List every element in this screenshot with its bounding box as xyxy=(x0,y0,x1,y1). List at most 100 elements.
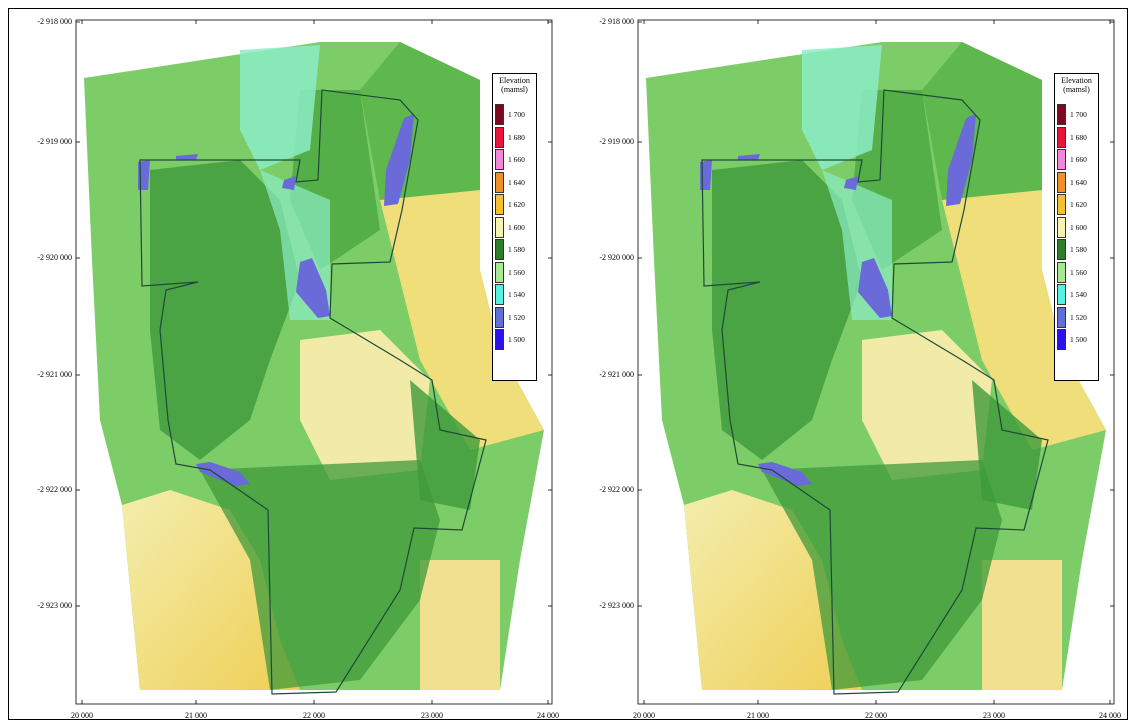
pit-water-5 xyxy=(176,154,198,160)
terrain-channel-east xyxy=(410,380,480,510)
y-tick-label: -2 918 000 xyxy=(599,17,634,26)
legend-swatch xyxy=(1057,239,1066,260)
legend-swatch xyxy=(1057,171,1066,193)
legend-swatch xyxy=(495,171,504,193)
legend-item: 1 620 xyxy=(1057,194,1099,216)
legend-item: 1 680 xyxy=(495,126,537,149)
x-tick-label: 20 000 xyxy=(71,711,93,720)
y-tick-label: -2 923 000 xyxy=(37,601,72,610)
legend-swatch xyxy=(495,194,504,215)
x-tick-label: 21 000 xyxy=(185,711,207,720)
legend-swatch xyxy=(495,149,504,170)
legend-swatch xyxy=(495,261,504,283)
y-tick-label: -2 923 000 xyxy=(599,601,634,610)
legend-item: 1 620 xyxy=(495,194,537,216)
legend-label: 1 500 xyxy=(508,335,525,344)
terrain-highland-se xyxy=(982,560,1062,690)
legend-label: 1 580 xyxy=(508,245,525,254)
legend-swatch xyxy=(1057,284,1066,305)
y-tick-label: -2 922 000 xyxy=(37,485,72,494)
legend-swatch xyxy=(495,126,504,148)
terrain-channel-west xyxy=(150,160,300,460)
x-tick-label: 22 000 xyxy=(865,711,887,720)
legend-label: 1 660 xyxy=(1070,155,1087,164)
mine-boundary xyxy=(139,89,487,695)
x-tick-label: 23 000 xyxy=(421,711,443,720)
legend-title: Elevation (mamsl) xyxy=(493,76,536,94)
legend-label: 1 500 xyxy=(1070,335,1087,344)
legend-item: 1 600 xyxy=(1057,216,1099,239)
legend-label: 1 520 xyxy=(508,312,525,322)
legend-swatch xyxy=(1057,261,1066,283)
legend-swatch xyxy=(1057,216,1066,238)
legend-label: 1 620 xyxy=(1070,200,1087,209)
pit-water-6 xyxy=(844,176,858,190)
legend-item: 1 700 xyxy=(495,104,537,126)
pit-water-3 xyxy=(196,462,250,486)
legend-swatch xyxy=(495,216,504,238)
legend-item: 1 540 xyxy=(1057,284,1099,306)
y-tick-label: -2 919 000 xyxy=(37,137,72,146)
legend-item: 1 640 xyxy=(1057,171,1099,194)
elevation-legend: Elevation (mamsl) 1 700 1 680 1 660 1 640 1 62… xyxy=(1054,73,1099,381)
legend-label: 1 700 xyxy=(508,110,525,119)
legend-item: 1 580 xyxy=(1057,239,1099,261)
legend-item: 1 660 xyxy=(495,149,537,171)
legend-label: 1 620 xyxy=(508,200,525,209)
x-tick-label: 22 000 xyxy=(303,711,325,720)
legend-item: 1 540 xyxy=(495,284,537,306)
legend-item: 1 640 xyxy=(495,171,537,194)
legend-swatch xyxy=(495,284,504,305)
x-tick-label: 23 000 xyxy=(983,711,1005,720)
terrain-channel-east xyxy=(972,380,1042,510)
legend-label: 1 660 xyxy=(508,155,525,164)
pit-water-2 xyxy=(858,258,892,318)
pit-water-4 xyxy=(138,160,150,190)
mine-boundary xyxy=(701,89,1049,695)
x-tick-label: 20 000 xyxy=(633,711,655,720)
y-tick-label: -2 922 000 xyxy=(599,485,634,494)
terrain-highland-center xyxy=(862,330,992,480)
legend-swatch xyxy=(1057,306,1066,328)
y-tick-label: -2 918 000 xyxy=(37,17,72,26)
terrain-highland-sw xyxy=(122,490,300,690)
legend-label: 1 580 xyxy=(1070,245,1087,254)
pit-water-6 xyxy=(282,176,296,190)
legend-item: 1 660 xyxy=(1057,149,1099,171)
legend-swatch xyxy=(495,104,504,125)
legend-label: 1 540 xyxy=(508,290,525,299)
legend-item: 1 500 xyxy=(495,329,537,351)
legend-title-line2: (mamsl) xyxy=(501,85,528,94)
legend-title-line1: Elevation xyxy=(1061,76,1092,85)
pit-water-2 xyxy=(296,258,330,318)
legend-item: 1 600 xyxy=(495,216,537,239)
legend-swatch xyxy=(1057,126,1066,148)
legend-item: 1 500 xyxy=(1057,329,1099,351)
y-tick-label: -2 921 000 xyxy=(599,370,634,379)
legend-label: 1 540 xyxy=(1070,290,1087,299)
legend-item: 1 520 xyxy=(1057,306,1099,329)
y-tick-label: -2 920 000 xyxy=(599,253,634,262)
legend-swatch xyxy=(495,306,504,328)
legend-swatch xyxy=(495,239,504,260)
x-tick-label: 21 000 xyxy=(747,711,769,720)
legend-label: 1 560 xyxy=(508,267,525,277)
legend-swatch xyxy=(1057,104,1066,125)
legend-item: 1 700 xyxy=(1057,104,1099,126)
terrain-highland-se xyxy=(420,560,500,690)
legend-item: 1 580 xyxy=(495,239,537,261)
legend-swatch xyxy=(1057,149,1066,170)
y-tick-label: -2 919 000 xyxy=(599,137,634,146)
terrain-highland-e xyxy=(942,190,1106,450)
legend-label: 1 560 xyxy=(1070,267,1087,277)
legend-item: 1 560 xyxy=(1057,261,1099,284)
legend-item: 1 560 xyxy=(495,261,537,284)
x-tick-label: 24 000 xyxy=(1099,711,1121,720)
legend-label: 1 600 xyxy=(508,222,525,232)
pit-water-4 xyxy=(700,160,712,190)
legend-label: 1 640 xyxy=(508,177,525,187)
